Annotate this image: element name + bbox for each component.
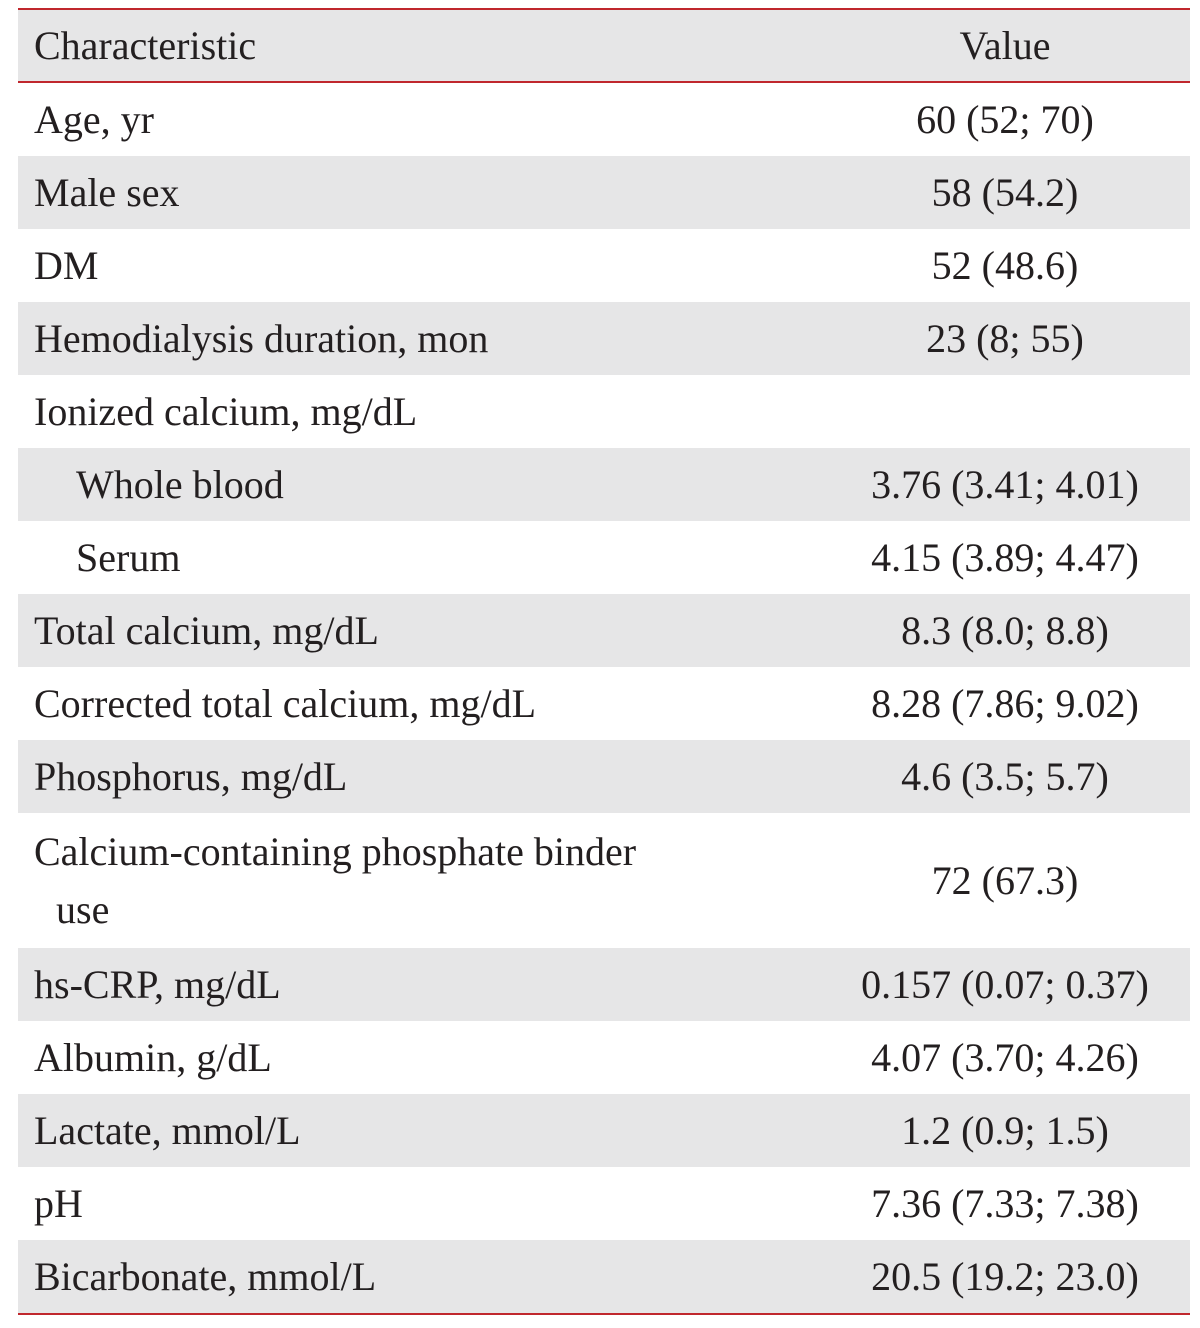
label-cell: Male sex — [18, 164, 820, 222]
value-text: 3.76 (3.41; 4.01) — [871, 461, 1139, 507]
value-text: 20.5 (19.2; 23.0) — [871, 1253, 1139, 1299]
value-cell: 58 (54.2) — [820, 164, 1190, 222]
table: Characteristic Value Age, yr 60 (52; 70) Mal… — [18, 8, 1190, 1315]
value-text: 4.07 (3.70; 4.26) — [871, 1034, 1139, 1080]
label-cell: Lactate, mmol/L — [18, 1102, 820, 1160]
table-row: hs-CRP, mg/dL 0.157 (0.07; 0.37) — [18, 948, 1190, 1021]
header-row: Characteristic Value — [18, 10, 1190, 83]
label-text: Hemodialysis duration, mon — [34, 315, 489, 361]
value-text: 52 (48.6) — [931, 242, 1079, 288]
table-row: Age, yr 60 (52; 70) — [18, 83, 1190, 156]
label-cell: Calcium-containing phosphate binder use — [18, 823, 820, 939]
value-cell: 72 (67.3) — [820, 852, 1190, 910]
value-cell: 4.07 (3.70; 4.26) — [820, 1029, 1190, 1087]
table-row: Total calcium, mg/dL 8.3 (8.0; 8.8) — [18, 594, 1190, 667]
label-text: Serum — [76, 534, 181, 580]
label-cell: Hemodialysis duration, mon — [18, 310, 820, 368]
table-row: Albumin, g/dL 4.07 (3.70; 4.26) — [18, 1021, 1190, 1094]
label-cell: Albumin, g/dL — [18, 1029, 820, 1087]
label-cell: Age, yr — [18, 91, 820, 149]
label-text: Phosphorus, mg/dL — [34, 753, 348, 799]
table-row: pH 7.36 (7.33; 7.38) — [18, 1167, 1190, 1240]
table-row: Calcium-containing phosphate binder use 7… — [18, 813, 1190, 948]
label-text: Total calcium, mg/dL — [34, 607, 379, 653]
header-cell: Value — [820, 17, 1190, 75]
value-text: 8.3 (8.0; 8.8) — [901, 607, 1109, 653]
label-text: Male sex — [34, 169, 180, 215]
value-text: 0.157 (0.07; 0.37) — [861, 961, 1149, 1007]
header-text: Value — [959, 22, 1051, 68]
label-text: DM — [34, 242, 99, 288]
value-text: 1.2 (0.9; 1.5) — [901, 1107, 1109, 1153]
table-row: Male sex 58 (54.2) — [18, 156, 1190, 229]
table-row: Phosphorus, mg/dL 4.6 (3.5; 5.7) — [18, 740, 1190, 813]
value-text: 23 (8; 55) — [926, 315, 1084, 361]
label-cell: pH — [18, 1175, 820, 1233]
label-text: Ionized calcium, mg/dL — [34, 388, 418, 434]
table-row: Whole blood 3.76 (3.41; 4.01) — [18, 448, 1190, 521]
label-text: Age, yr — [34, 96, 154, 142]
label-text: Corrected total calcium, mg/dL — [34, 680, 537, 726]
value-text: 4.15 (3.89; 4.47) — [871, 534, 1139, 580]
table-row: DM 52 (48.6) — [18, 229, 1190, 302]
value-cell: 0.157 (0.07; 0.37) — [820, 956, 1190, 1014]
label-text: Bicarbonate, mmol/L — [34, 1253, 377, 1299]
label-cell: Whole blood — [18, 456, 820, 514]
label-cell: DM — [18, 237, 820, 295]
label-cell: Total calcium, mg/dL — [18, 602, 820, 660]
label-cell: Serum — [18, 529, 820, 587]
value-cell: 7.36 (7.33; 7.38) — [820, 1175, 1190, 1233]
value-text: 7.36 (7.33; 7.38) — [871, 1180, 1139, 1226]
value-cell: 20.5 (19.2; 23.0) — [820, 1248, 1190, 1306]
value-cell: 4.15 (3.89; 4.47) — [820, 529, 1190, 587]
table-row: Bicarbonate, mmol/L 20.5 (19.2; 23.0) — [18, 1240, 1190, 1313]
label-text: hs-CRP, mg/dL — [34, 961, 281, 1007]
label-cell: Phosphorus, mg/dL — [18, 748, 820, 806]
value-cell: 1.2 (0.9; 1.5) — [820, 1102, 1190, 1160]
value-text: 72 (67.3) — [931, 857, 1079, 903]
value-text: 58 (54.2) — [931, 169, 1079, 215]
table-row: Serum 4.15 (3.89; 4.47) — [18, 521, 1190, 594]
value-text: 8.28 (7.86; 9.02) — [871, 680, 1139, 726]
value-cell: 23 (8; 55) — [820, 310, 1190, 368]
header-text: Characteristic — [34, 22, 257, 68]
label-text: pH — [34, 1180, 83, 1226]
value-cell: 8.28 (7.86; 9.02) — [820, 675, 1190, 733]
value-cell: 4.6 (3.5; 5.7) — [820, 748, 1190, 806]
label-text: Whole blood — [76, 461, 284, 507]
label-text: Albumin, g/dL — [34, 1034, 272, 1080]
table-row: Ionized calcium, mg/dL — [18, 375, 1190, 448]
label-cell: Corrected total calcium, mg/dL — [18, 675, 820, 733]
header-cell: Characteristic — [18, 17, 820, 75]
value-text: 60 (52; 70) — [916, 96, 1094, 142]
table-row: Hemodialysis duration, mon 23 (8; 55) — [18, 302, 1190, 375]
value-cell: 60 (52; 70) — [820, 91, 1190, 149]
value-cell: 3.76 (3.41; 4.01) — [820, 456, 1190, 514]
table-row: Lactate, mmol/L 1.2 (0.9; 1.5) — [18, 1094, 1190, 1167]
value-cell: 8.3 (8.0; 8.8) — [820, 602, 1190, 660]
table-row: Corrected total calcium, mg/dL 8.28 (7.86… — [18, 667, 1190, 740]
label-cell: Ionized calcium, mg/dL — [18, 383, 820, 441]
label-text: Lactate, mmol/L — [34, 1107, 301, 1153]
label-cell: hs-CRP, mg/dL — [18, 956, 820, 1014]
label-cell: Bicarbonate, mmol/L — [18, 1248, 820, 1306]
value-cell: 52 (48.6) — [820, 237, 1190, 295]
label-text: Calcium-containing phosphate binder use — [34, 828, 637, 932]
value-text: 4.6 (3.5; 5.7) — [901, 753, 1109, 799]
